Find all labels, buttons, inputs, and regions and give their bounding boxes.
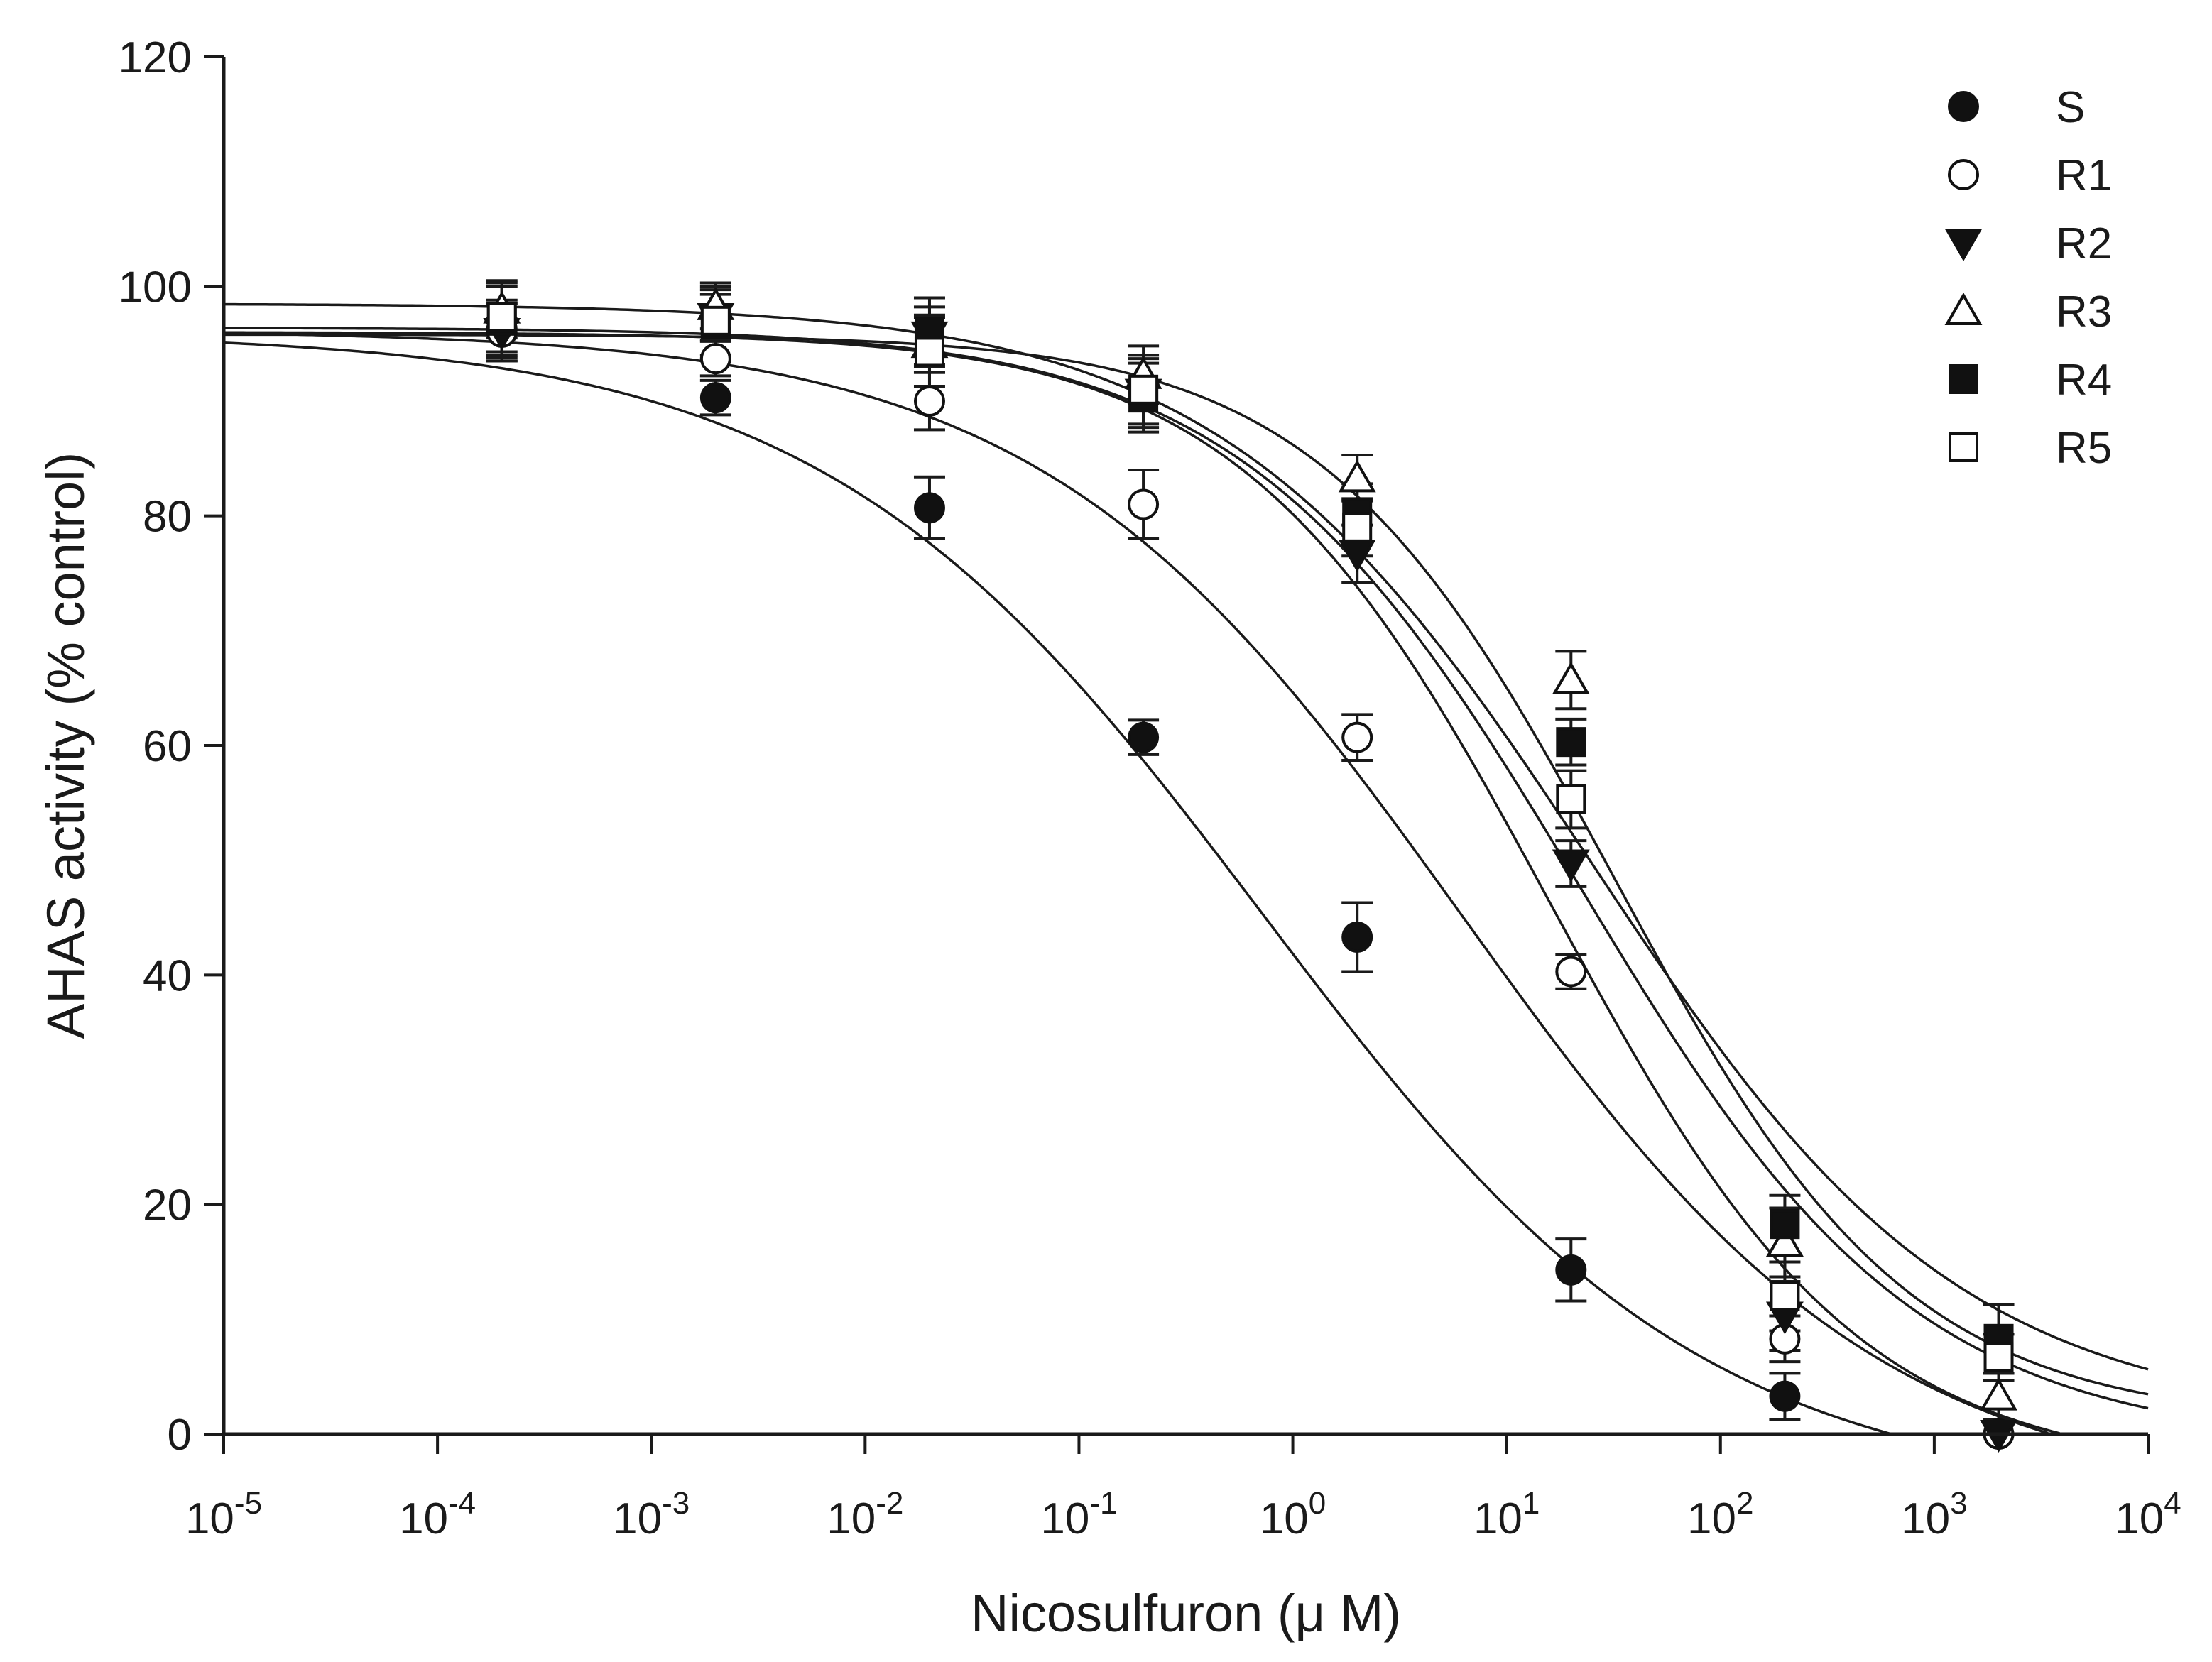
data-points: [483, 287, 2017, 1453]
point-R4-5: [1556, 727, 1586, 758]
point-R2-5: [1552, 849, 1590, 882]
point-S-4: [1341, 921, 1373, 953]
x-tick-label-1: 10-4: [399, 1486, 476, 1543]
legend-marker-R2: [1944, 229, 1983, 262]
point-R3-5: [1552, 661, 1590, 694]
fit-curve-R3: [224, 333, 2149, 1396]
point-R1-2: [913, 386, 945, 417]
point-R5-5: [1556, 784, 1586, 814]
x-tick-label-8: 103: [1901, 1486, 1967, 1543]
point-R3-6: [1765, 1224, 1804, 1257]
point-R5-6: [1770, 1281, 1800, 1311]
point-S-5: [1555, 1254, 1587, 1286]
point-S-1: [699, 382, 731, 414]
ticks: 0 20 40 60 80 100 120 10-5 10-4 10-3 10-2 10-1 100 10…: [119, 33, 2181, 1543]
point-R5-1: [700, 305, 731, 336]
legend-label-R3: R3: [2056, 288, 2112, 337]
x-tick-label-9: 104: [2115, 1486, 2181, 1543]
point-S-6: [1769, 1380, 1801, 1412]
fit-curve-R4: [223, 327, 2149, 1410]
point-S-3: [1128, 721, 1160, 753]
point-R5-4: [1342, 512, 1373, 542]
fit-curve-R5: [224, 302, 2149, 1371]
y-tick-label-20: 20: [143, 1181, 192, 1230]
y-tick-label-40: 40: [143, 951, 192, 1000]
legend-label-R4: R4: [2056, 356, 2112, 405]
y-tick-label-120: 120: [119, 33, 192, 82]
legend-marker-S: [1948, 91, 1979, 122]
point-R1-3: [1128, 488, 1160, 520]
legend-label-R5: R5: [2056, 424, 2112, 473]
point-R1-4: [1341, 721, 1373, 753]
x-tick-label-4: 10-1: [1040, 1486, 1117, 1543]
x-axis-title: Nicosulfuron (μ M): [971, 1584, 1401, 1643]
legend-label-S: S: [2056, 83, 2085, 132]
fit-curve-S: [223, 341, 1891, 1436]
point-R4-6: [1770, 1209, 1800, 1240]
fit-curves: [223, 302, 2149, 1436]
x-tick-label-6: 101: [1473, 1486, 1540, 1543]
point-R3-4: [1338, 459, 1376, 493]
legend-marker-R3: [1944, 292, 1983, 325]
axes: [222, 57, 2148, 1436]
point-R5-3: [1128, 374, 1159, 405]
y-tick-label-100: 100: [119, 263, 192, 312]
legend-marker-R5: [1949, 432, 1978, 462]
legend-marker-R4: [1949, 364, 1978, 394]
point-R5-0: [486, 302, 517, 332]
point-R5-2: [914, 337, 944, 367]
point-R1-1: [699, 343, 731, 375]
x-tick-label-5: 100: [1260, 1486, 1326, 1543]
fit-curve-R1: [223, 332, 2049, 1435]
legend-label-R2: R2: [2056, 219, 2112, 268]
y-tick-label-0: 0: [168, 1411, 192, 1460]
point-R5-7: [1983, 1342, 2014, 1372]
legend-label-R1: R1: [2056, 151, 2112, 200]
point-R1-5: [1555, 956, 1587, 988]
y-tick-label-80: 80: [143, 493, 192, 542]
point-R3-7: [1980, 1377, 2017, 1411]
y-tick-label-60: 60: [143, 722, 192, 771]
legend: S R1 R2 R3 R4 R5: [1944, 83, 2112, 473]
x-tick-label-0: 10-5: [185, 1486, 262, 1543]
x-tick-label-3: 10-2: [827, 1486, 903, 1543]
x-tick-label-2: 10-3: [613, 1486, 690, 1543]
x-tick-label-7: 102: [1687, 1486, 1753, 1543]
legend-marker-R1: [1948, 159, 1979, 190]
y-axis-title: AHAS activity (% control): [36, 452, 95, 1039]
point-S-2: [913, 492, 945, 524]
